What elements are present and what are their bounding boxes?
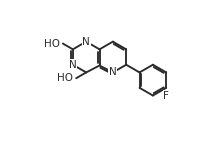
Text: HO: HO [57,73,73,83]
Text: N: N [82,37,90,47]
Text: HO: HO [44,39,60,49]
Text: F: F [163,91,169,100]
Text: N: N [69,60,77,70]
Text: N: N [109,67,117,77]
